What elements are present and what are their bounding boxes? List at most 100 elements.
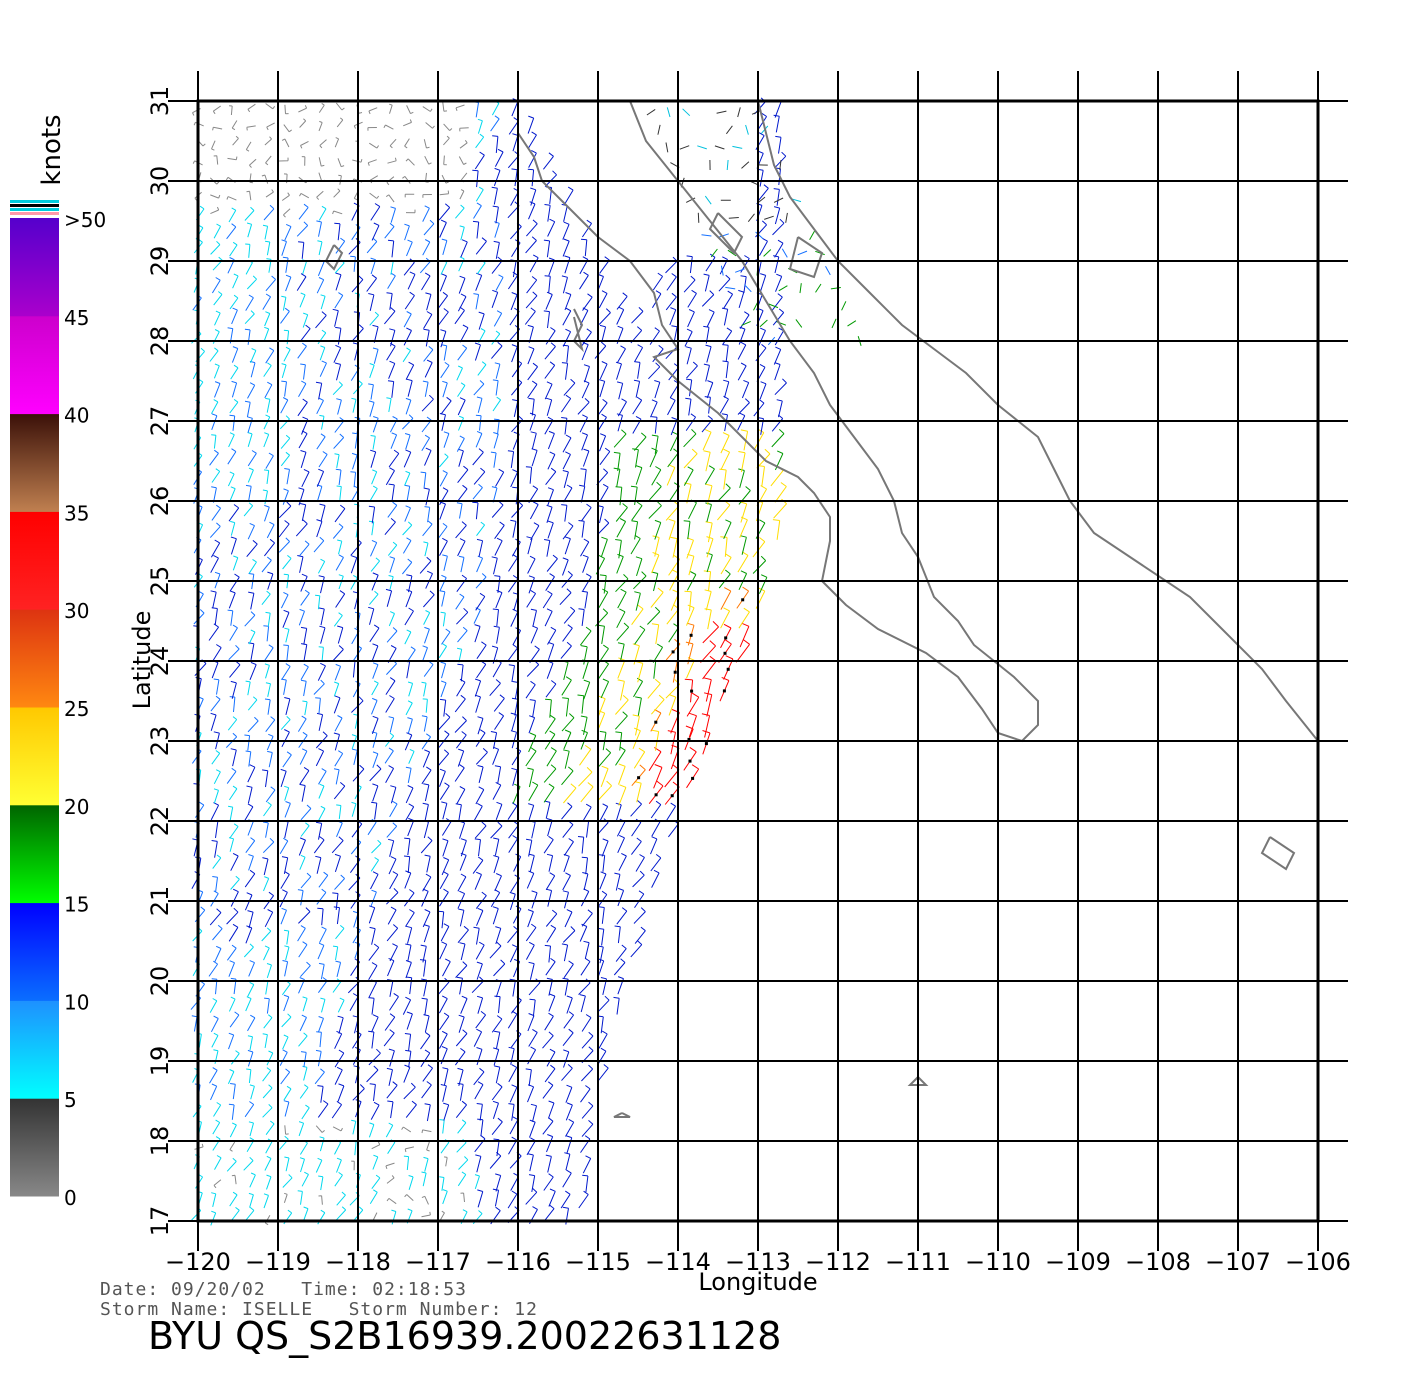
wind-barb [525,923,537,942]
wind-barb [249,661,257,680]
wind-barb [302,1065,308,1081]
wind-barb [764,215,774,220]
wind-barb [473,926,480,945]
lon-tick-label: −120 [165,1248,231,1276]
wind-barb [561,203,568,222]
wind-barb [580,238,588,257]
wind-barb [424,155,432,165]
wind-barb [649,327,660,345]
wind-barb [597,1064,609,1082]
wind-barb [369,624,380,643]
wind-barb [211,1032,219,1048]
wind-barb [265,716,276,733]
wind-barb [511,767,518,786]
wind-barb [262,837,275,854]
wind-barb [209,1067,218,1084]
wind-barb [454,716,467,733]
wind-barb [741,379,750,399]
wind-barb [280,1068,291,1085]
wind-barb [331,645,344,662]
wind-barb [385,194,395,203]
wind-barb [351,801,357,817]
wind-barb [474,678,482,697]
wind-barb [299,503,307,522]
wind-barb [438,203,451,221]
wind-barb [723,655,734,680]
wind-barb [334,137,340,148]
wind-barb [403,660,411,679]
wind-barb [248,629,256,645]
wind-barb [799,283,802,294]
wind-barb [443,135,450,146]
wind-barb [617,679,625,701]
wind-barb [368,1048,381,1066]
lat-tick-label: 17 [146,1206,174,1237]
wind-barb [369,192,380,199]
wind-barb [563,606,576,624]
coastline-angel-guarda [708,212,744,255]
wind-barb [633,432,647,451]
wind-barb [706,380,714,399]
wind-barb [248,854,254,871]
wind-barb [331,836,344,854]
wind-barb [422,205,430,222]
wind-barb [648,500,662,519]
wind-barb [442,102,448,112]
colorbar-segment [10,804,59,904]
wind-barb [388,360,396,379]
wind-barb [334,504,346,523]
wind-barb [654,380,661,399]
wind-barb [686,571,697,591]
wind-barb [738,486,751,505]
wind-barb [526,276,538,294]
wind-barb [404,193,415,198]
wind-barb [387,979,394,997]
wind-barb [598,906,605,924]
wind-barb [512,783,521,804]
wind-barb [371,839,382,854]
wind-barb [315,594,321,610]
wind-barb [439,190,450,196]
wind-barb [316,468,325,487]
wind-vectors [190,97,862,1226]
wind-barb [402,347,411,363]
wind-barb [282,1034,289,1050]
wind-barb [388,575,394,590]
wind-barb [562,890,569,909]
wind-barb [297,925,306,942]
wind-barb [560,394,572,413]
wind-barb [562,344,569,363]
wind-barb [579,414,588,433]
wind-barb [422,820,429,839]
wind-barb [726,159,729,171]
wind-barb [697,212,700,223]
wind-barb [476,995,484,1014]
wind-barb [439,574,447,592]
wind-barb [425,122,435,129]
wind-barb [651,434,659,454]
wind-barb [719,468,727,490]
wind-barb [773,255,780,274]
wind-barb [421,888,429,907]
rain-flag-dot [654,720,658,724]
wind-barb [350,555,358,574]
wind-barb [249,360,256,378]
wind-barb [319,414,325,430]
wind-barb [476,1047,483,1066]
wind-barb [544,361,556,379]
wind-barb [702,621,719,644]
wind-barb [460,239,468,258]
wind-barb [472,483,483,500]
wind-barb [424,447,432,466]
wind-barb [492,1188,500,1207]
wind-barb [735,639,751,663]
wind-barb [425,570,433,589]
wind-barb [423,590,435,608]
wind-barb [528,853,535,872]
wind-barb [421,645,428,662]
wind-barb [633,677,644,698]
wind-barb [705,521,713,543]
wind-barb [214,381,221,398]
wind-barb [797,250,808,256]
wind-barb [194,659,207,677]
